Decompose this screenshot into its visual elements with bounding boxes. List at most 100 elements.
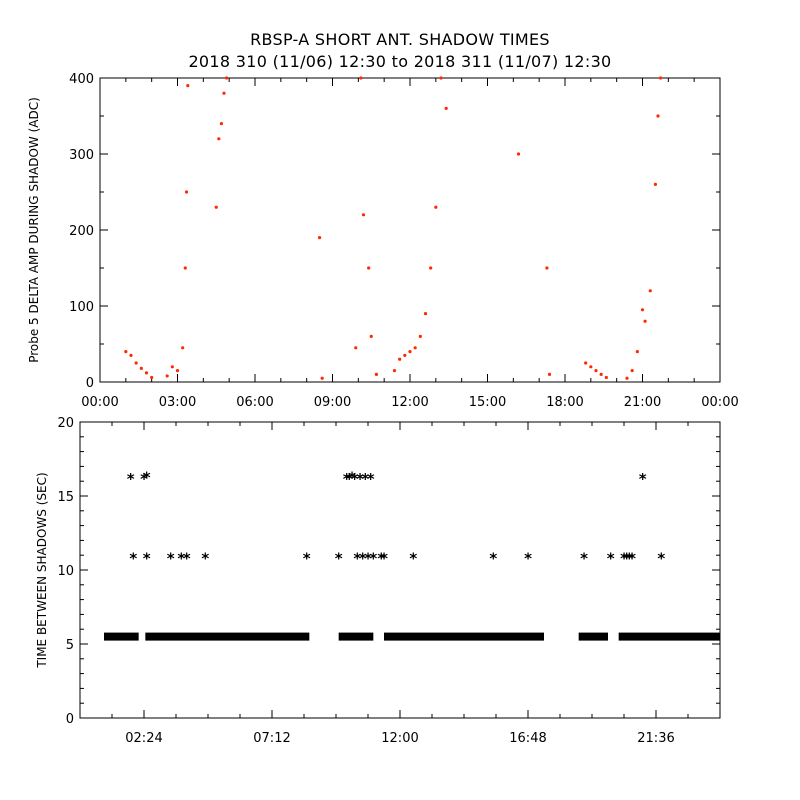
- data-point: [317, 236, 322, 240]
- data-point: [144, 371, 149, 375]
- data-point: [354, 346, 358, 350]
- data-point: [139, 366, 143, 370]
- x-tick-label: 18:00: [546, 395, 583, 410]
- chart-subtitle: 2018 310 (11/06) 12:30 to 2018 311 (11/0…: [188, 52, 612, 71]
- data-point: [170, 365, 174, 369]
- data-point: [129, 353, 133, 357]
- data-point: [635, 350, 639, 354]
- chart-title: RBSP-A SHORT ANT. SHADOW TIMES: [250, 30, 550, 49]
- data-point: [584, 361, 588, 365]
- asterisk-point: *: [628, 550, 636, 568]
- data-point: [625, 376, 629, 380]
- data-point: [599, 372, 603, 376]
- asterisk-point: *: [127, 470, 135, 488]
- asterisk-point: *: [657, 550, 665, 568]
- x-tick-label: 15:00: [469, 395, 506, 410]
- asterisk-point: *: [140, 470, 148, 488]
- data-point: [630, 369, 634, 373]
- time-between-shadows-panel: 02:24 07:12 12:00 16:48 21:36 0 5 10 15 20 TIME BE…: [35, 416, 721, 746]
- y-tick-label: 10: [57, 564, 74, 579]
- asterisk-point: *: [356, 470, 364, 488]
- baseline-band: [578, 632, 608, 641]
- data-point: [429, 266, 433, 270]
- data-point: [184, 190, 189, 194]
- data-point: [320, 376, 324, 380]
- data-point: [640, 308, 645, 312]
- data-point: [367, 266, 371, 270]
- baseline-band: [104, 632, 139, 641]
- data-point: [150, 375, 154, 380]
- delta-amp-panel: 00:00 03:00 06:00 09:00 12:00 15:00 18:00 21:00…: [27, 72, 739, 410]
- asterisk-point: *: [335, 550, 343, 568]
- x-tick-label: 02:24: [125, 731, 162, 746]
- data-point: [594, 369, 598, 373]
- data-point: [134, 361, 138, 365]
- data-point: [656, 114, 660, 118]
- data-point: [434, 205, 438, 209]
- data-point: [408, 350, 412, 354]
- data-point: [418, 334, 422, 338]
- y-axis-label: Probe 5 DELTA AMP DURING SHADOW (ADC): [27, 97, 41, 363]
- data-point: [589, 365, 593, 369]
- data-point: [124, 350, 128, 354]
- data-point: [165, 374, 169, 378]
- data-point: [359, 76, 363, 80]
- y-tick-label: 20: [57, 416, 74, 431]
- data-point: [183, 266, 187, 270]
- asterisk-point: *: [409, 550, 417, 568]
- asterisk-point: *: [348, 468, 356, 486]
- y-tick-label: 5: [66, 638, 74, 653]
- y-tick-label: 0: [86, 376, 94, 391]
- asterisk-point: *: [364, 550, 372, 568]
- y-tick-label: 200: [69, 224, 94, 239]
- y-axis-label: TIME BETWEEN SHADOWS (SEC): [35, 472, 49, 668]
- data-point: [604, 375, 608, 380]
- data-point: [217, 137, 221, 141]
- x-tick-label: 00:00: [81, 395, 118, 410]
- asterisk-point: *: [143, 468, 151, 486]
- asterisk-point: *: [201, 550, 209, 568]
- data-point: [369, 334, 373, 338]
- plot-frame: [79, 421, 721, 719]
- asterisk-point: *: [489, 550, 497, 568]
- baseline-band: [145, 632, 310, 641]
- data-point: [181, 346, 185, 350]
- asterisk-point: *: [580, 550, 588, 568]
- data-point: [224, 76, 229, 80]
- data-point: [545, 266, 549, 270]
- asterisk-point: *: [380, 550, 388, 568]
- asterisk-point: *: [167, 550, 175, 568]
- data-point: [374, 372, 379, 376]
- y-tick-label: 15: [57, 490, 74, 505]
- data-point: [643, 319, 647, 323]
- asterisk-point: *: [129, 550, 137, 568]
- data-point: [392, 369, 397, 373]
- x-tick-label: 21:36: [637, 731, 674, 746]
- y-tick-label: 0: [66, 712, 74, 727]
- baseline-band: [338, 632, 374, 641]
- asterisk-point: *: [623, 550, 631, 568]
- x-tick-label: 06:00: [236, 395, 273, 410]
- data-point: [444, 106, 448, 110]
- x-tick-label: 09:00: [314, 395, 351, 410]
- x-tick-label: 00:00: [701, 395, 738, 410]
- data-point: [653, 182, 658, 186]
- y-tick-label: 100: [69, 300, 94, 315]
- asterisk-point: *: [377, 550, 385, 568]
- data-point: [398, 357, 402, 361]
- data-point: [175, 369, 180, 373]
- x-tick-label: 07:12: [253, 731, 290, 746]
- asterisk-point: *: [351, 470, 359, 488]
- data-point: [547, 372, 552, 376]
- asterisk-point: *: [524, 550, 532, 568]
- y-tick-label: 300: [69, 148, 94, 163]
- x-tick-label: 12:00: [381, 731, 418, 746]
- data-point: [516, 152, 521, 156]
- x-tick-label: 16:48: [509, 731, 546, 746]
- asterisk-point: *: [620, 550, 628, 568]
- data-point: [219, 122, 224, 126]
- data-point: [361, 213, 366, 217]
- asterisk-point: *: [369, 550, 377, 568]
- asterisk-point: *: [367, 470, 375, 488]
- data-point: [222, 91, 226, 95]
